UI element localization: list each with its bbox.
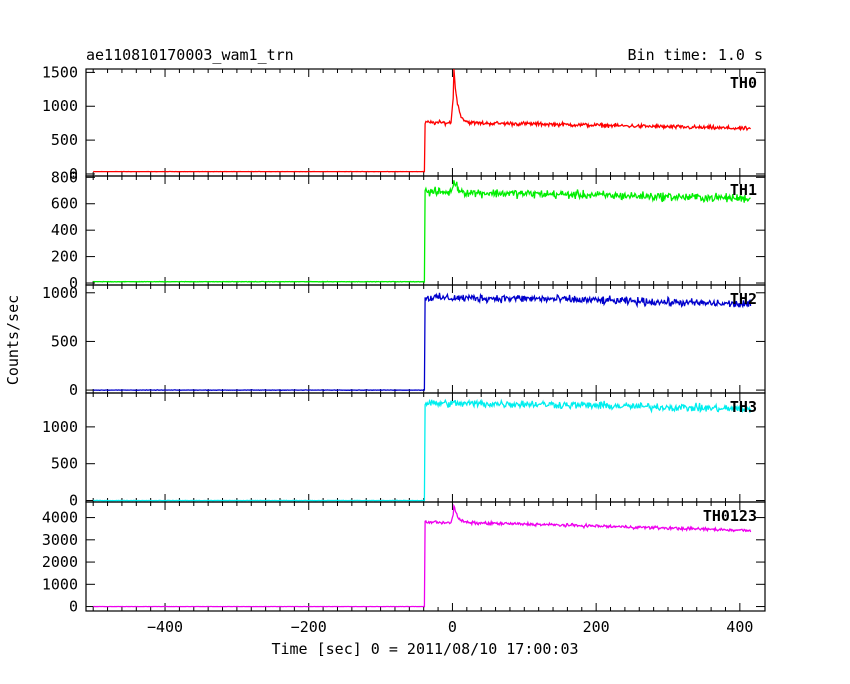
bin-time-label: Bin time: 1.0 s xyxy=(628,46,763,64)
series-line-th0123 xyxy=(93,503,752,608)
x-tick-label: −200 xyxy=(291,618,327,636)
panel-frame-th0123 xyxy=(85,501,766,612)
panel-label-th2: TH2 xyxy=(730,290,757,308)
y-tick-label: 400 xyxy=(51,221,78,239)
y-tick-label: 800 xyxy=(51,168,78,186)
panel-label-th3: TH3 xyxy=(730,398,757,416)
y-tick-label: 1000 xyxy=(42,97,78,115)
y-tick-label: 500 xyxy=(51,332,78,350)
series-line-th0 xyxy=(93,68,752,173)
x-axis-label: Time [sec] 0 = 2011/08/10 17:00:03 xyxy=(271,640,578,658)
y-tick-label: 3000 xyxy=(42,531,78,549)
y-tick-label: 1000 xyxy=(42,284,78,302)
y-tick-label: 200 xyxy=(51,248,78,266)
y-axis-label: Counts/sec xyxy=(4,295,22,385)
y-tick-label: 1500 xyxy=(42,63,78,81)
y-tick-label: 1000 xyxy=(42,418,78,436)
y-tick-label: 1000 xyxy=(42,575,78,593)
x-tick-label: 400 xyxy=(726,618,753,636)
panels-group: 0 500 1000 1500 TH0 0 200 400 600 800 TH1 0 500 1000 T… xyxy=(42,63,766,636)
y-tick-label: 0 xyxy=(69,598,78,616)
y-tick-label: 500 xyxy=(51,455,78,473)
panel-label-th1: TH1 xyxy=(730,181,757,199)
panel-label-th0: TH0 xyxy=(730,74,757,92)
panel-label-th0123: TH0123 xyxy=(703,507,757,525)
y-tick-label: 0 xyxy=(69,274,78,292)
series-line-th2 xyxy=(93,292,752,392)
y-tick-label: 2000 xyxy=(42,553,78,571)
y-tick-label: 500 xyxy=(51,131,78,149)
x-tick-label: 200 xyxy=(583,618,610,636)
y-tick-label: 0 xyxy=(69,492,78,510)
y-tick-label: 0 xyxy=(69,381,78,399)
y-tick-label: 0 xyxy=(69,165,78,183)
x-tick-label: 0 xyxy=(448,618,457,636)
series-line-th1 xyxy=(92,180,751,283)
y-tick-label: 600 xyxy=(51,195,78,213)
x-tick-label: −400 xyxy=(147,618,183,636)
series-line-th3 xyxy=(93,398,752,502)
y-tick-label: 4000 xyxy=(42,509,78,527)
chart-title: ae110810170003_wam1_trn xyxy=(86,46,294,64)
